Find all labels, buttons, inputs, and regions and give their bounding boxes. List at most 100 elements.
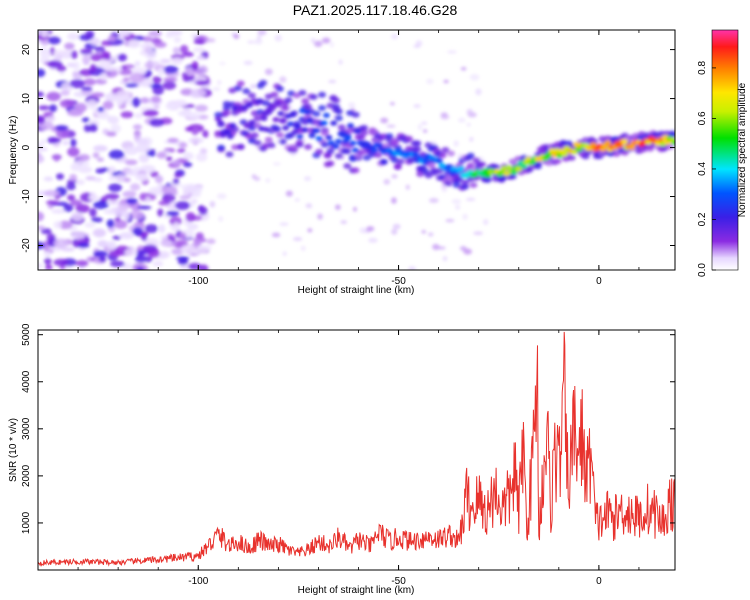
heatmap-noise-cell (132, 226, 144, 236)
heatmap-ridge-cell (274, 101, 282, 107)
heatmap-halo-cell (346, 127, 355, 134)
spectrogram-y-tick-label: 10 (21, 93, 32, 105)
heatmap-noise-cell (44, 257, 52, 265)
heatmap-faint-cell (279, 76, 287, 83)
heatmap-noise-cell (190, 88, 207, 97)
heatmap-noise-cell (93, 145, 108, 152)
heatmap-noise-cell (134, 255, 147, 263)
heatmap-halo-cell (466, 152, 475, 159)
heatmap-halo-cell (236, 80, 245, 87)
heatmap-noise-cell (107, 116, 119, 125)
heatmap-ridge-cell (421, 157, 429, 164)
heatmap-faint-cell (390, 33, 399, 40)
heatmap-noise-cell (56, 128, 70, 139)
heatmap-halo-cell (351, 167, 360, 174)
snr-background (38, 330, 675, 570)
colorbar-ticks: 0.0 0.2 0.4 0.6 0.8 (697, 61, 716, 277)
heatmap-halo-cell (390, 139, 399, 146)
heatmap-noise-cell (70, 199, 83, 207)
heatmap-faint-cell (352, 206, 357, 212)
heatmap-faint-cell (285, 190, 293, 197)
heatmap-ridge-cell (246, 101, 254, 107)
heatmap-faint-cell (321, 37, 331, 44)
heatmap-halo-cell (295, 139, 304, 146)
heatmap-halo-cell (444, 180, 453, 187)
heatmap-noise-cell (38, 262, 44, 269)
heatmap-ridge-cell (313, 127, 321, 134)
heatmap-noise-cell (152, 76, 162, 84)
heatmap-halo-cell (222, 105, 231, 112)
colorbar-tick-label: 0.2 (697, 212, 708, 226)
heatmap-noise-cell (131, 97, 141, 108)
heatmap-noise-cell (144, 49, 157, 60)
heatmap-noise-cell (158, 250, 170, 259)
heatmap-halo-cell (337, 124, 346, 131)
heatmap-halo-cell (334, 108, 343, 115)
heatmap-faint-cell (457, 117, 466, 123)
heatmap-faint-cell (427, 232, 434, 237)
heatmap-noise-cell (195, 104, 208, 112)
heatmap-faint-cell (233, 33, 240, 40)
heatmap-noise-cell (117, 53, 128, 62)
heatmap-noise-cell (165, 103, 177, 110)
heatmap-halo-cell (362, 154, 371, 161)
heatmap-noise-cell (110, 124, 121, 134)
heatmap-noise-cell (142, 244, 158, 253)
heatmap-faint-cell (469, 74, 480, 81)
colorbar-tick-label: 0.4 (697, 162, 708, 176)
heatmap-faint-cell (292, 237, 303, 241)
heatmap-noise-cell (114, 219, 128, 229)
spectrogram-y-tick-label: 20 (21, 44, 32, 56)
heatmap-noise-cell (108, 175, 118, 181)
heatmap-noise-cell (162, 80, 177, 90)
heatmap-halo-cell (236, 143, 245, 150)
heatmap-noise-cell (196, 245, 209, 254)
heatmap-ridge-cell (346, 123, 354, 129)
heatmap-halo-cell (665, 143, 674, 150)
heatmap-noise-cell (112, 235, 122, 241)
heatmap-noise-cell (148, 30, 163, 37)
heatmap-noise-cell (186, 185, 198, 193)
heatmap-faint-cell (442, 256, 448, 262)
snr-y-tick-label: 2000 (21, 464, 32, 487)
heatmap-halo-cell (491, 164, 500, 171)
heatmap-halo-cell (334, 115, 343, 122)
heatmap-halo-cell (396, 158, 405, 165)
heatmap-noise-cell (144, 61, 155, 70)
snr-y-tick-label: 3000 (21, 417, 32, 440)
heatmap-faint-cell (383, 178, 391, 185)
heatmap-faint-cell (455, 204, 461, 210)
heatmap-halo-cell (301, 98, 310, 105)
heatmap-ridge-cell (628, 144, 636, 150)
heatmap-faint-cell (300, 245, 306, 252)
heatmap-ridge-cell (570, 149, 578, 155)
heatmap-noise-cell (38, 154, 45, 164)
heatmap-noise-cell (78, 154, 90, 162)
heatmap-faint-cell (380, 117, 389, 124)
heatmap-halo-cell (247, 92, 256, 99)
heatmap-noise-cell (122, 262, 133, 270)
heatmap-halo-cell (413, 146, 422, 153)
heatmap-noise-cell (193, 69, 203, 75)
heatmap-noise-cell (75, 204, 90, 213)
heatmap-noise-cell (179, 232, 187, 240)
snr-x-tick-label: -50 (391, 576, 406, 587)
heatmap-faint-cell (417, 123, 422, 131)
heatmap-faint-cell (463, 248, 472, 255)
heatmap-faint-cell (390, 102, 395, 106)
heatmap-noise-cell (92, 228, 107, 238)
heatmap-noise-cell (67, 147, 80, 157)
heatmap-halo-cell (374, 151, 383, 158)
heatmap-ridge-cell (322, 112, 330, 118)
heatmap-noise-cell (90, 53, 103, 62)
spectrogram-y-axis-label: Frequency (Hz) (8, 116, 19, 185)
heatmap-noise-cell (106, 199, 121, 206)
heatmap-noise-cell (77, 242, 90, 249)
heatmap-noise-cell (47, 36, 61, 45)
heatmap-ridge-cell (294, 124, 302, 130)
heatmap-faint-cell (329, 41, 334, 48)
heatmap-ridge-cell (277, 110, 285, 117)
heatmap-ridge-cell (243, 123, 251, 129)
heatmap-faint-cell (294, 197, 300, 202)
